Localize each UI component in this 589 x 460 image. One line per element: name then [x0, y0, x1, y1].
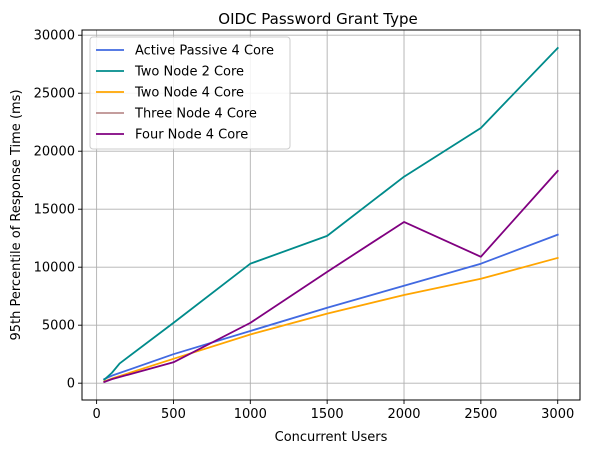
axis-ticks: 0 500 1000 1500 2000 2500 30000500010000150002… — [34, 29, 575, 422]
grid — [82, 30, 580, 400]
series-lines — [103, 46, 559, 384]
legend: Active Passive 4 Core Two Node 2 Core Two … — [89, 36, 291, 150]
y-axis-label: 95th Percentile of Response Time (ms) — [9, 89, 24, 340]
series-line-two-node-4-core — [103, 256, 559, 383]
legend-label-two-node-4-core: Two Node 4 Core — [134, 86, 244, 101]
series-line-four-node-4-core — [103, 169, 559, 384]
plot-frame — [81, 29, 581, 401]
x-tick-label: 3000 — [541, 407, 574, 422]
y-tick-label: 20000 — [34, 145, 75, 160]
legend-label-active-passive-4-core: Active Passive 4 Core — [135, 44, 274, 59]
y-tick-label: 25000 — [34, 87, 75, 102]
x-tick-label: 2500 — [464, 407, 497, 422]
x-tick-label: 500 — [161, 407, 186, 422]
legend-box — [89, 36, 291, 150]
chart-title: OIDC Password Grant Type — [218, 10, 417, 28]
y-tick-label: 30000 — [34, 29, 75, 44]
x-tick-label: 2000 — [387, 407, 420, 422]
y-tick-label: 10000 — [34, 261, 75, 276]
legend-label-two-node-2-core: Two Node 2 Core — [134, 65, 244, 80]
x-axis-label: Concurrent Users — [275, 430, 388, 445]
x-tick-label: 0 — [92, 407, 100, 422]
x-tick-label: 1500 — [311, 407, 344, 422]
x-tick-label: 1000 — [234, 407, 267, 422]
y-tick-label: 15000 — [34, 203, 75, 218]
y-tick-label: 5000 — [42, 319, 75, 334]
series-line-active-passive-4-core — [103, 233, 559, 381]
legend-label-three-node-4-core: Three Node 4 Core — [134, 107, 257, 122]
legend-label-four-node-4-core: Four Node 4 Core — [135, 128, 248, 143]
y-tick-label: 0 — [67, 377, 75, 392]
series-line-two-node-2-core — [103, 46, 559, 381]
